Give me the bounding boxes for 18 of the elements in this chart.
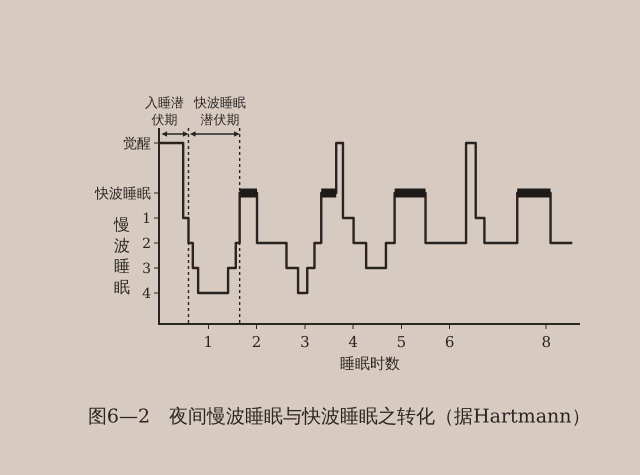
annotation: 入睡潜伏期 [145,96,184,128]
y-tick-label: 4 [142,286,152,302]
x-tick-label: 1 [204,333,214,352]
x-tick-label: 6 [444,333,454,352]
x-tick-label: 2 [252,333,262,352]
x-tick-label: 4 [348,333,358,352]
y-tick-label: 3 [142,260,151,277]
y-tick-label: 1 [142,210,151,227]
x-tick-label: 8 [541,333,551,352]
y-axis-title: 慢波睡眠 [113,215,130,296]
text: 图6—2 夜间慢波睡眠与快波睡眠之转化（据Hartmann） [88,405,591,428]
y-tick-label: 觉醒 [123,136,151,152]
x-tick-label: 5 [396,333,406,352]
y-tick-label: 2 [142,236,151,252]
x-tick-label: 3 [300,333,310,352]
x-axis-title: 睡眠时数 [340,354,400,373]
annotation: 快波睡眠潜伏期 [193,96,246,128]
y-tick-label: 快波睡眠 [94,186,151,202]
